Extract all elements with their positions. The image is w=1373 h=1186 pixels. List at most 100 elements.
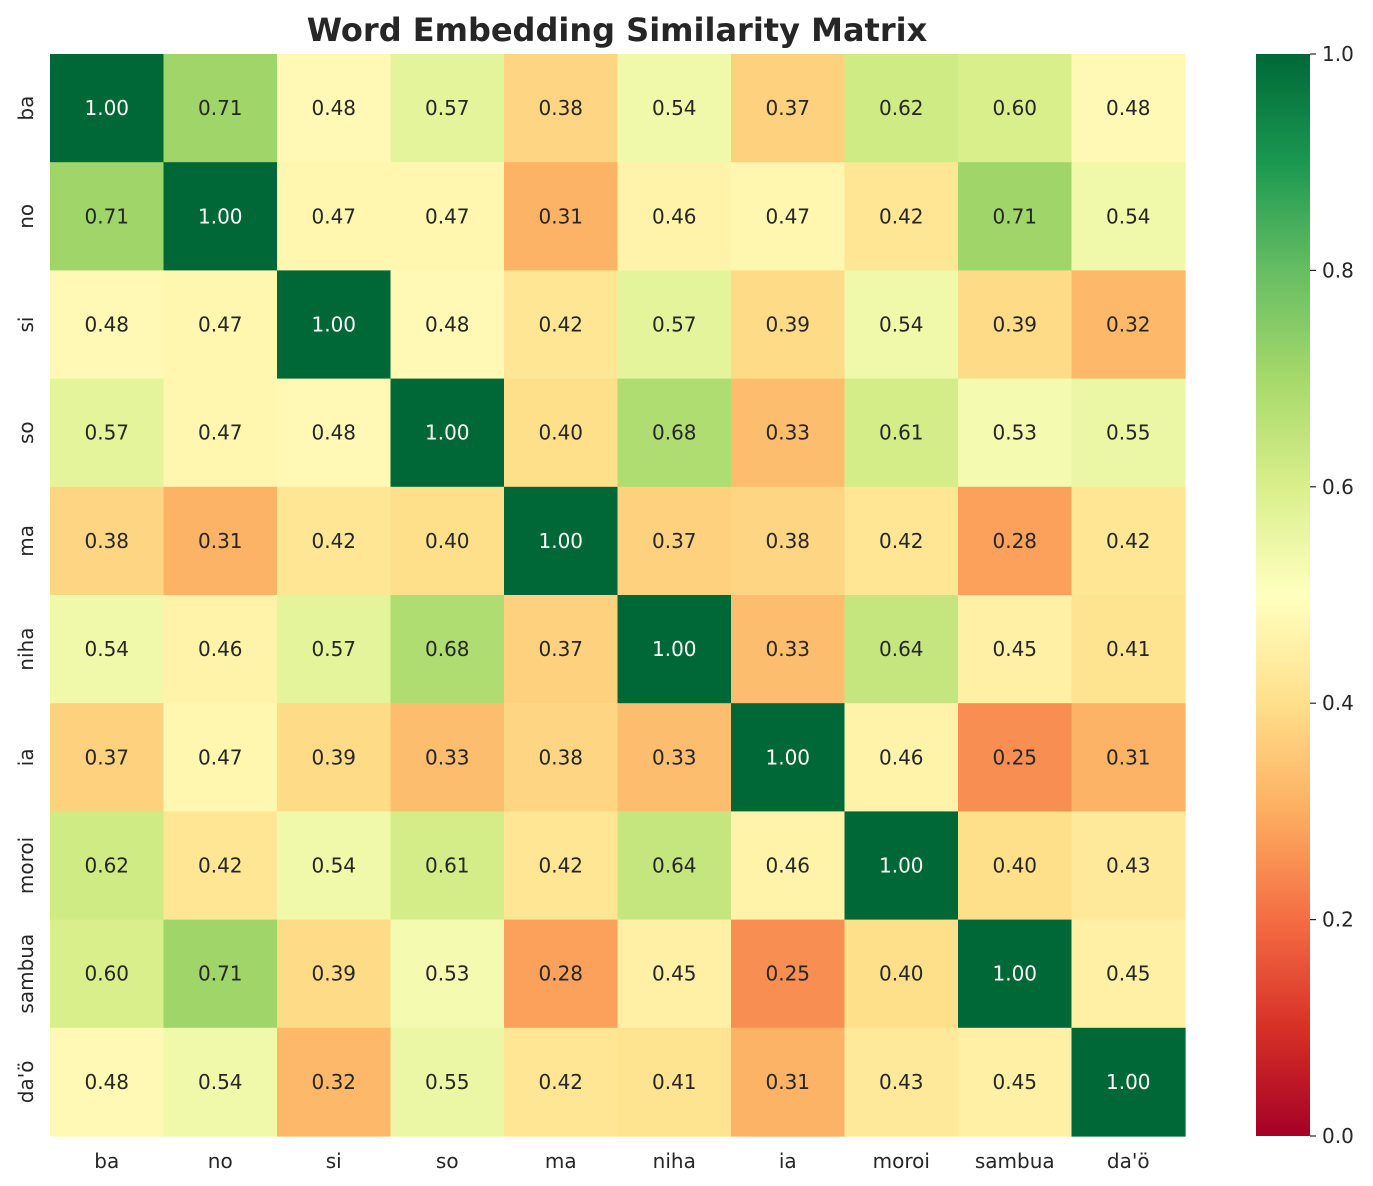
heatmap-cell [958,162,1073,271]
heatmap-cell [390,919,505,1029]
heatmap-cell [277,378,392,488]
heatmap-cell [1071,270,1186,380]
heatmap-cell [163,378,278,488]
heatmap-cell [163,811,278,921]
cell-value-label: 0.57 [311,637,356,661]
cell-value-label: 0.31 [198,529,243,553]
cell-value-label: 0.39 [765,313,810,337]
heatmap-cell [844,811,959,921]
heatmap-cell [1071,595,1186,704]
heatmap-cell [1071,162,1186,271]
y-tick-label: no [14,204,38,229]
heatmap-cell [504,486,619,596]
colorbar-tick-label: 0.4 [1322,691,1354,715]
heatmap-cell [504,919,619,1029]
cell-value-label: 0.54 [311,854,356,878]
heatmap-cell [617,703,732,812]
heatmap-cell [617,162,732,271]
colorbar-tick-label: 0.2 [1322,908,1354,932]
cell-value-label: 0.71 [198,962,243,986]
heatmap-cell [163,270,278,380]
cell-value-label: 1.00 [992,962,1037,986]
heatmap-cells: 1.00 0.71 0.48 0.57 0.38 0.54 0.37 0.62 0.60 0.48… [50,54,1186,1137]
cell-value-label: 0.40 [879,962,924,986]
colorbar-tick-label: 0.6 [1322,475,1354,499]
cell-value-label: 0.57 [652,313,697,337]
heatmap-cell [958,919,1073,1029]
cell-value-label: 0.47 [425,204,470,228]
heatmap-cell [504,811,619,921]
heatmap-cell [163,595,278,704]
heatmap-cell [844,486,959,596]
heatmap-cell [50,378,165,488]
heatmap-cell [731,595,846,704]
cell-value-label: 0.53 [992,421,1037,445]
cell-value-label: 0.62 [84,854,129,878]
heatmap-cell [958,378,1073,488]
cell-value-label: 0.42 [538,313,583,337]
cell-value-label: 0.48 [425,313,470,337]
heatmap-cell [163,162,278,271]
cell-value-label: 1.00 [84,96,129,120]
heatmap-cell [617,54,732,163]
cell-value-label: 0.57 [84,421,129,445]
heatmap-cell [163,919,278,1029]
cell-value-label: 0.41 [652,1070,697,1094]
heatmap-cell [844,162,959,271]
heatmap-cell [163,1027,278,1137]
x-tick-label: no [208,1149,233,1173]
chart-title: Word Embedding Similarity Matrix [307,11,928,49]
cell-value-label: 0.47 [198,745,243,769]
cell-value-label: 0.42 [538,1070,583,1094]
cell-value-label: 0.38 [538,745,583,769]
heatmap-cell [1071,1027,1186,1137]
cell-value-label: 0.32 [311,1070,356,1094]
heatmap-cell [731,162,846,271]
heatmap-cell [731,811,846,921]
x-tick-label: ia [779,1149,797,1173]
cell-value-label: 0.45 [652,962,697,986]
cell-value-label: 0.64 [652,854,697,878]
heatmap-cell [277,919,392,1029]
heatmap-cell [504,703,619,812]
cell-value-label: 0.47 [765,204,810,228]
x-tick-label: ba [94,1149,119,1173]
cell-value-label: 0.42 [879,529,924,553]
heatmap-cell [844,54,959,163]
cell-value-label: 1.00 [1106,1070,1151,1094]
heatmap-cell [958,54,1073,163]
heatmap-cell [163,703,278,812]
cell-value-label: 0.33 [652,745,697,769]
cell-value-label: 0.54 [652,96,697,120]
cell-value-label: 0.47 [198,421,243,445]
heatmap-cell [390,1027,505,1137]
cell-value-label: 0.31 [538,204,583,228]
cell-value-label: 0.48 [1106,96,1151,120]
x-tick-label: ma [545,1149,577,1173]
heatmap-cell [1071,378,1186,488]
cell-value-label: 0.61 [879,421,924,445]
cell-value-label: 0.71 [84,204,129,228]
y-tick-label: niha [14,628,38,671]
heatmap-cell [731,54,846,163]
x-tick-label: da'ö [1107,1149,1150,1173]
heatmap-cell [731,378,846,488]
cell-value-label: 0.54 [1106,204,1151,228]
heatmap-cell [1071,703,1186,812]
cell-value-label: 0.48 [84,313,129,337]
cell-value-label: 0.25 [992,745,1037,769]
heatmap-cell [50,703,165,812]
cell-value-label: 0.42 [1106,529,1151,553]
heatmap-cell [617,486,732,596]
cell-value-label: 0.33 [765,421,810,445]
cell-value-label: 0.31 [1106,745,1151,769]
heatmap-cell [617,1027,732,1137]
cell-value-label: 0.47 [198,313,243,337]
heatmap-cell [731,486,846,596]
heatmap-cell [1071,811,1186,921]
heatmap-cell [731,919,846,1029]
heatmap-cell [617,595,732,704]
heatmap-cell [504,378,619,488]
y-tick-label: ma [14,525,38,557]
